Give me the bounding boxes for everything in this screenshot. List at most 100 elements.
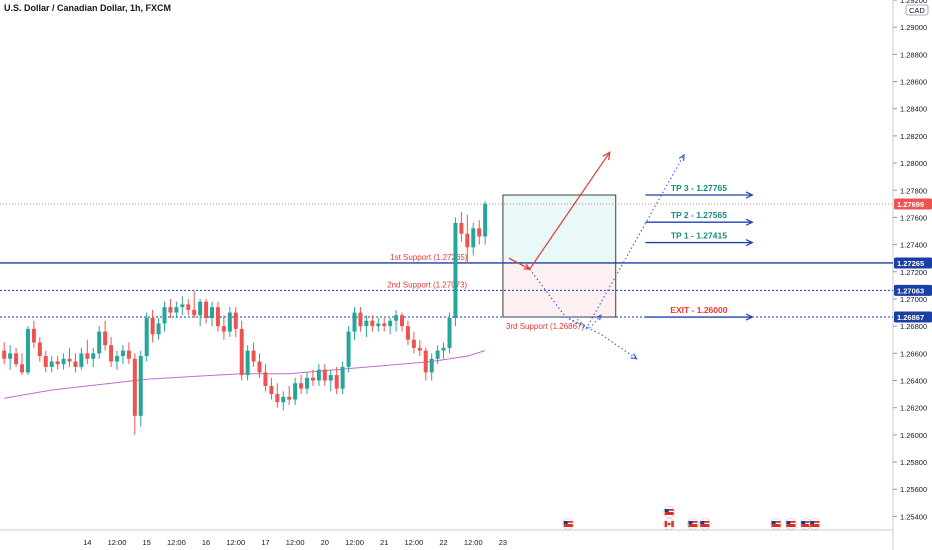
candle-body <box>352 312 357 332</box>
candle-body <box>37 342 42 357</box>
us-flag-stripe-white <box>801 522 811 524</box>
bear-arrowhead <box>630 353 638 360</box>
x-tick-label: 20 <box>321 538 329 547</box>
price-tag-4 <box>894 311 932 323</box>
candle-body <box>138 356 143 416</box>
candle-body <box>483 203 488 237</box>
candle-body <box>227 312 232 332</box>
candle-body <box>429 358 434 373</box>
candle-body <box>328 375 333 381</box>
bear-scenario-path <box>529 268 637 360</box>
candle-body <box>257 361 262 373</box>
alt-bull-arrowhead <box>678 153 685 161</box>
target-arrowhead-2 <box>745 218 754 226</box>
alt-bull-scenario-path <box>565 154 685 330</box>
price-tag-3 <box>894 284 932 296</box>
candle-body <box>120 350 125 357</box>
y-tick-label: 1.27000 <box>900 295 927 304</box>
candle-body <box>334 375 339 389</box>
target-arrowhead-3 <box>745 238 754 247</box>
candle-body <box>55 361 60 365</box>
candle-body <box>447 318 452 348</box>
currency-label: CAD <box>909 6 925 15</box>
candle-body <box>132 358 137 416</box>
y-tick-label: 1.27800 <box>900 186 927 195</box>
x-tick-label: 14 <box>83 538 91 547</box>
candle-body <box>269 385 274 395</box>
candle-body <box>49 361 54 367</box>
x-tick-label: 23 <box>499 538 507 547</box>
price-tag-label-3: 1.27063 <box>897 286 924 295</box>
candle-body <box>364 320 369 327</box>
loss-zone <box>502 262 616 318</box>
candle-body <box>162 307 167 324</box>
y-tick-label: 1.27600 <box>900 213 927 222</box>
candle-body <box>174 307 179 313</box>
candle-body <box>192 309 197 316</box>
bounce-arrowhead <box>596 314 602 321</box>
candle-body <box>275 394 280 403</box>
candle-body <box>20 364 25 373</box>
y-tick-label: 1.29000 <box>900 23 927 32</box>
x-tick-label: 22 <box>439 538 447 547</box>
x-tick-label: 12:00 <box>108 538 127 547</box>
us-flag-canton <box>771 521 776 524</box>
us-flag-stripe-white <box>688 522 698 524</box>
x-tick-label: 12:00 <box>226 538 245 547</box>
candle-body <box>477 228 482 237</box>
bounce-path <box>576 314 602 330</box>
candle-body <box>91 353 96 359</box>
candle-body <box>186 304 191 310</box>
y-tick-label: 1.25800 <box>900 458 927 467</box>
chart-title: U.S. Dollar / Canadian Dollar, 1h, FXCM <box>4 3 172 13</box>
candle-body <box>400 315 405 327</box>
ca-flag-right <box>671 521 674 527</box>
candle-body <box>61 358 66 365</box>
x-tick-label: 15 <box>143 538 151 547</box>
y-tick-label: 1.26200 <box>900 404 927 413</box>
candle-body <box>221 326 226 332</box>
price-tag-label-1: 1.27699 <box>897 200 924 209</box>
candle-body <box>358 312 363 327</box>
target-arrowhead-4 <box>745 313 754 321</box>
candle-body <box>316 369 321 381</box>
candle-body <box>370 320 375 327</box>
candle-body <box>465 233 470 248</box>
candle-body <box>376 323 381 327</box>
y-tick-label: 1.26000 <box>900 431 927 440</box>
candle-body <box>14 353 19 365</box>
price-tag-2 <box>894 257 932 269</box>
target-label-2: TP 2 - 1.27565 <box>671 210 727 220</box>
candle-body <box>245 350 250 376</box>
candle-body <box>287 396 292 400</box>
x-tick-label: 16 <box>202 538 210 547</box>
y-tick-label: 1.27400 <box>900 241 927 250</box>
y-tick-label: 1.29200 <box>900 0 927 5</box>
y-tick-label: 1.26400 <box>900 377 927 386</box>
x-tick-label: 21 <box>380 538 388 547</box>
candle-body <box>453 222 458 318</box>
candle-body <box>180 304 185 308</box>
candle-body <box>310 377 315 381</box>
candle-body <box>233 312 238 329</box>
target-label-4: EXIT - 1.26000 <box>670 305 727 315</box>
profit-zone <box>502 195 616 263</box>
y-tick-label: 1.28800 <box>900 50 927 59</box>
us-flag-stripe-white <box>700 522 710 524</box>
us-flag-canton <box>664 509 669 512</box>
target-label-1: TP 3 - 1.27765 <box>671 183 727 193</box>
position-box-outline[interactable] <box>502 194 617 318</box>
y-tick-label: 1.28000 <box>900 159 927 168</box>
price-tag-label-2: 1.27265 <box>897 259 924 268</box>
candle-body <box>417 347 422 351</box>
us-flag-canton <box>810 521 815 524</box>
candle-body <box>109 345 114 362</box>
candle-body <box>215 307 220 327</box>
y-tick-label: 1.26800 <box>900 322 927 331</box>
us-flag-stripe-white <box>664 510 674 512</box>
candle-body <box>210 307 215 318</box>
us-flag-stripe-white <box>786 522 796 524</box>
us-flag-canton <box>688 521 693 524</box>
bull-target-arrowhead <box>602 151 611 161</box>
